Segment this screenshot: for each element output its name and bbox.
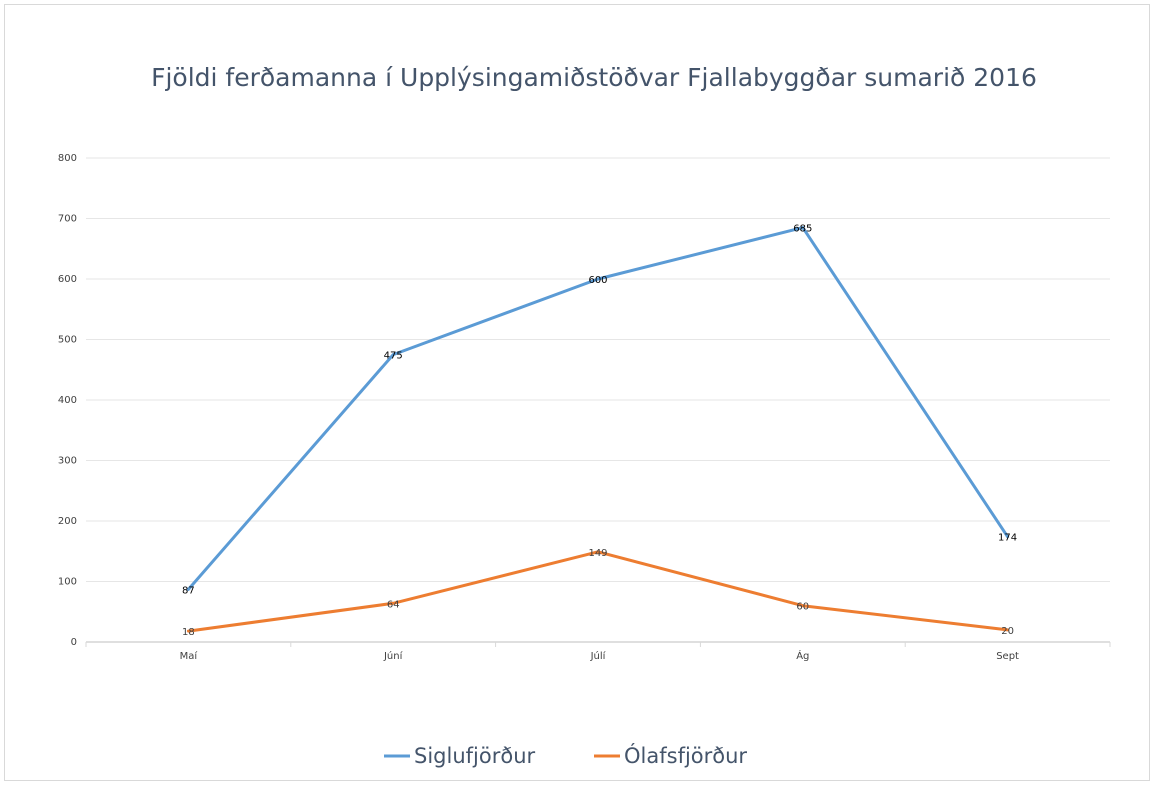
data-label: 18: [182, 627, 195, 638]
x-tick-label: Maí: [180, 650, 199, 662]
y-tick-label: 800: [58, 153, 77, 164]
x-tick-label: Júlí: [590, 650, 607, 662]
data-label: 60: [796, 602, 809, 613]
y-tick-label: 600: [58, 274, 77, 285]
series-line: [186, 550, 1010, 633]
chart-title: Fjöldi ferðamanna í Upplýsingamiðstöðvar…: [151, 63, 1037, 92]
data-label: 475: [384, 351, 403, 362]
y-tick-label: 700: [58, 214, 77, 225]
x-tick-label: Júní: [383, 650, 404, 662]
y-tick-label: 100: [58, 577, 77, 588]
series-line: [186, 226, 1010, 591]
data-label: 149: [588, 548, 607, 559]
data-label: 600: [588, 275, 607, 286]
data-label: 64: [387, 599, 400, 610]
legend-label: Siglufjörður: [414, 744, 536, 768]
data-label: 174: [998, 533, 1017, 544]
y-tick-label: 200: [58, 516, 77, 527]
x-tick-label: Sept: [996, 651, 1019, 662]
data-label: 87: [182, 585, 195, 596]
legend-label: Ólafsfjörður: [624, 743, 747, 768]
y-tick-label: 300: [58, 456, 77, 467]
data-label: 20: [1001, 626, 1014, 637]
y-tick-label: 400: [58, 395, 77, 406]
y-tick-label: 500: [58, 335, 77, 346]
y-tick-label: 0: [71, 637, 77, 648]
data-label: 685: [793, 224, 812, 235]
chart-frame: [4, 4, 1150, 781]
x-tick-label: Ág: [796, 649, 809, 662]
